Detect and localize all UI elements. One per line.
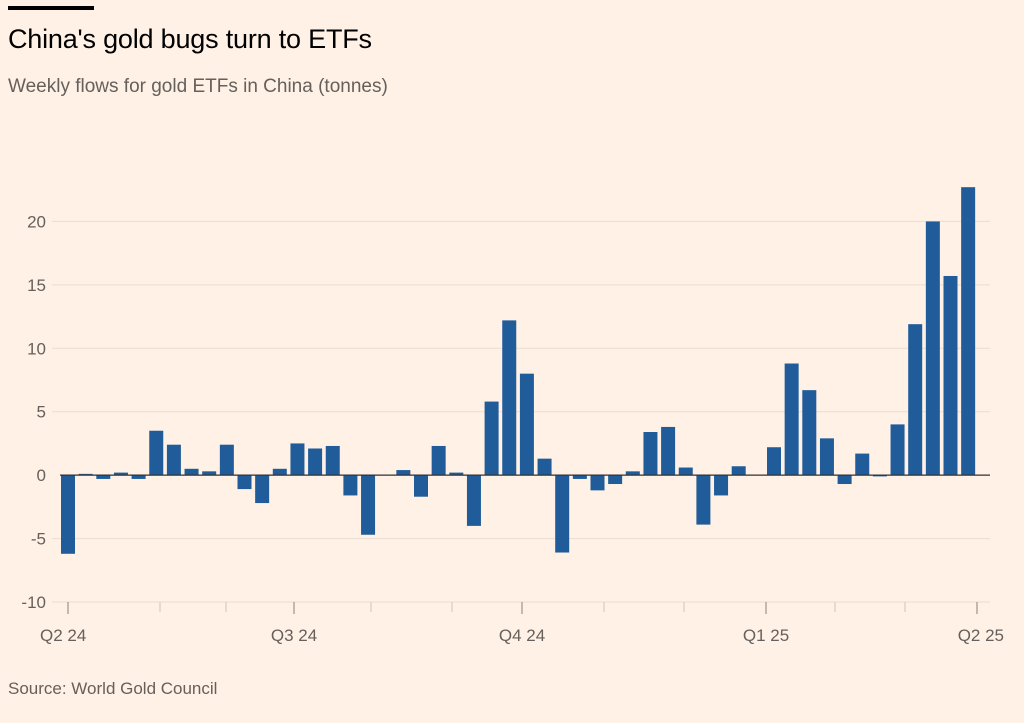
grid-lines [52, 220, 990, 603]
bar [678, 467, 693, 476]
bar [96, 475, 111, 479]
bar [502, 320, 517, 476]
bar [608, 475, 623, 485]
x-tick-label: Q4 24 [499, 626, 545, 645]
bar [308, 448, 323, 476]
bar [290, 443, 305, 476]
bar [661, 426, 676, 476]
y-tick-label: 15 [27, 276, 46, 295]
bar [908, 324, 923, 476]
y-tick-label: 20 [27, 212, 46, 231]
bar [219, 444, 234, 476]
y-tick-label: 10 [27, 339, 46, 358]
bar [572, 475, 587, 479]
bar [255, 475, 270, 504]
bar [890, 424, 905, 476]
chart-title: China's gold bugs turn to ETFs [8, 24, 372, 54]
bar [166, 444, 181, 476]
bar [537, 458, 552, 476]
bar [466, 475, 481, 526]
bar [961, 187, 976, 476]
bar [61, 475, 75, 554]
bar [643, 432, 658, 476]
bar [343, 475, 358, 496]
bar [555, 475, 570, 553]
chart-subtitle: Weekly flows for gold ETFs in China (ton… [8, 76, 388, 97]
bars [61, 187, 976, 554]
bar [714, 475, 729, 496]
bar [431, 445, 446, 476]
bar [414, 475, 428, 497]
bar [837, 475, 852, 485]
x-tick-label: Q1 25 [743, 626, 789, 645]
brand-bar [8, 6, 94, 10]
bar [872, 475, 887, 477]
bar [519, 373, 534, 476]
bar [131, 475, 146, 479]
y-tick-label: -10 [21, 593, 46, 612]
bar [449, 472, 464, 476]
x-tick-label: Q2 25 [958, 626, 1004, 645]
bar [78, 473, 93, 476]
x-tick-label: Q3 24 [271, 626, 317, 645]
bar [149, 430, 164, 476]
bar [819, 438, 834, 476]
bar [113, 472, 128, 476]
source-note: Source: World Gold Council [8, 679, 218, 698]
y-tick-label: -5 [31, 530, 46, 549]
bar [272, 468, 287, 476]
bar [767, 447, 781, 476]
x-axis: Q2 24 Q3 24 Q4 24 Q1 25 Q2 25 [40, 602, 1004, 645]
bar [943, 275, 958, 476]
bar [731, 466, 746, 476]
bar [361, 475, 376, 535]
bar [325, 445, 340, 476]
bar [696, 475, 711, 525]
bar [202, 471, 217, 476]
y-axis-labels: -10 -5 0 5 10 15 20 [21, 212, 46, 612]
bar [802, 390, 817, 476]
bar [184, 468, 199, 476]
y-tick-label: 0 [37, 466, 46, 485]
bar [484, 401, 499, 476]
bar [625, 471, 640, 476]
bar [237, 475, 252, 490]
bar [784, 363, 799, 476]
bar [855, 453, 870, 476]
bar [590, 475, 605, 491]
bar [396, 470, 411, 476]
x-tick-label: Q2 24 [40, 626, 86, 645]
bar [925, 221, 940, 476]
y-tick-label: 5 [37, 403, 46, 422]
